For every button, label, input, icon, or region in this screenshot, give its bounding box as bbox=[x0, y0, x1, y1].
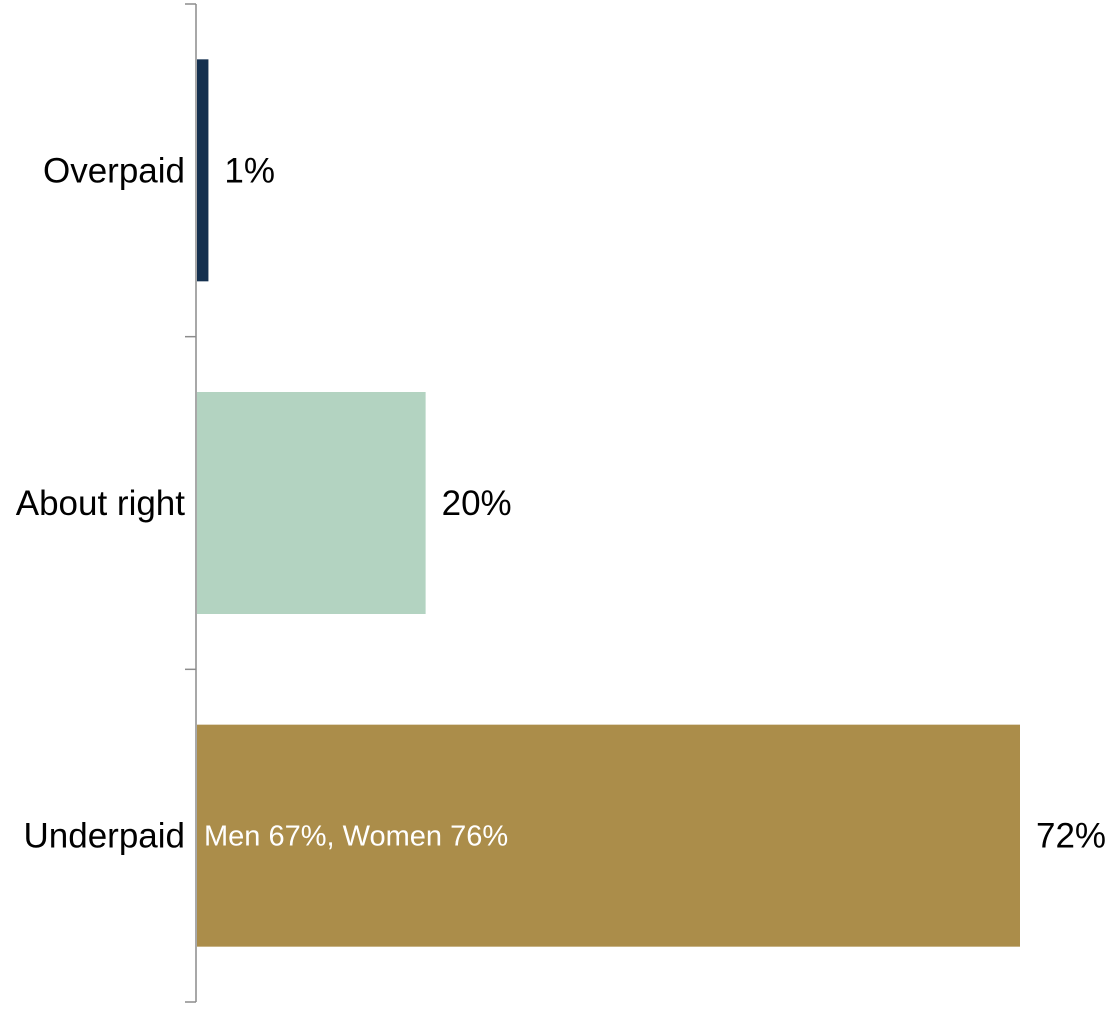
value-label: 1% bbox=[224, 151, 275, 190]
category-label: Underpaid bbox=[24, 817, 186, 856]
bar-annotation: Men 67%, Women 76% bbox=[204, 821, 508, 853]
value-label: 72% bbox=[1036, 817, 1106, 856]
bar-about-right bbox=[197, 392, 426, 614]
bar-overpaid bbox=[197, 59, 209, 282]
category-label: About right bbox=[16, 484, 186, 523]
value-label: 20% bbox=[442, 484, 512, 523]
category-label: Overpaid bbox=[43, 151, 185, 190]
bar-underpaid bbox=[197, 724, 1020, 947]
